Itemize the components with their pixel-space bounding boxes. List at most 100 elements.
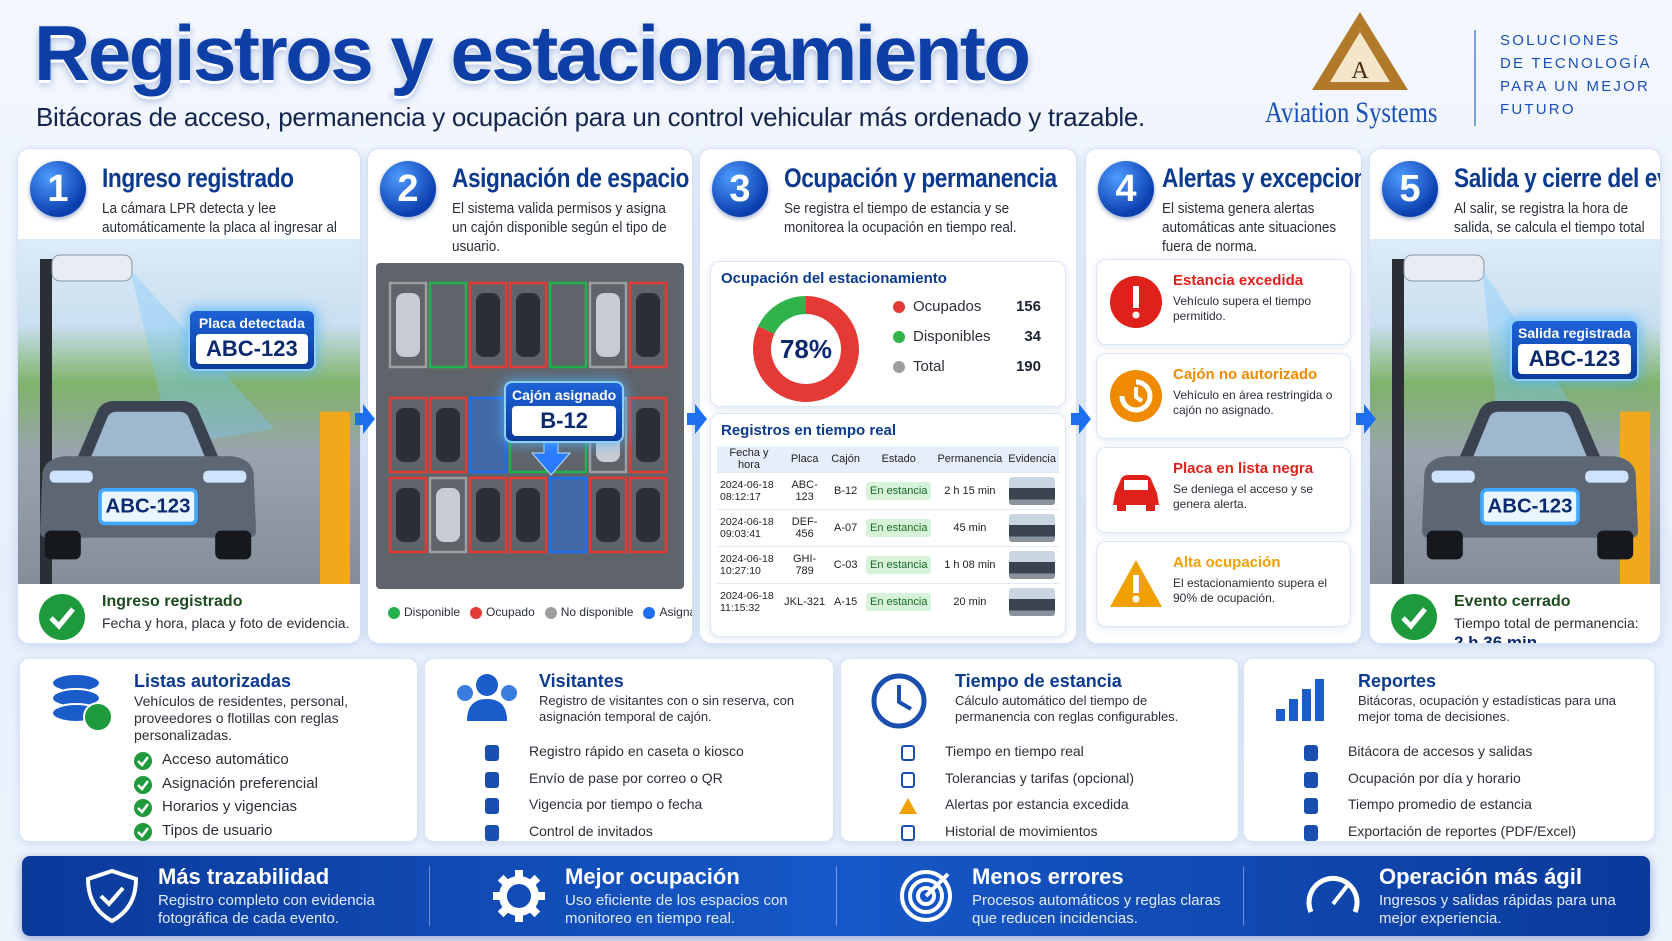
alert-icon [1110,276,1162,328]
step-title-wrap: Ocupación y permanencia [784,163,1076,194]
item-check [137,803,149,814]
parked-car [636,408,660,462]
flow-arrow [687,404,707,434]
legend-dot [893,331,905,343]
feature-item: Tolerancias y tarifas (opcional) [945,769,1135,786]
legend-value: 190 [1015,358,1041,375]
feature-item: Historial de movimientos [945,822,1098,839]
donut-chart: 78% [753,296,859,402]
item-icon [901,745,915,761]
alert-dot [1132,595,1140,603]
item-warning [899,798,917,814]
legend-label: Total [913,358,945,375]
parking-slot [548,476,588,554]
legend-dot [388,607,400,619]
table-cell: En estancia [862,583,935,620]
item-icon [1304,798,1318,814]
step-number: 1 [30,161,86,217]
legend-swatch [544,607,557,619]
step-text-wrap: Se registra el tiempo de estancia y se m… [784,199,1076,237]
feature-item: Tipos de usuario [162,821,273,839]
feature-title: Tiempo de estancia [955,671,1122,691]
status-pill: En estancia [865,482,932,500]
cell-text: JKL-321 [784,596,826,608]
photo-scene: ABC-123 Placa detectada ABC-123 [18,239,360,584]
table-header-cell: Evidencia [1005,446,1059,473]
target-arrow [924,872,950,898]
benefits-bar: Más trazabilidad Registro completo con ev… [22,856,1650,936]
alert-bang [1133,575,1139,593]
feature-item: Bitácora de accesos y salidas [1348,743,1533,759]
parking-slot [428,396,468,474]
cell-text: A-15 [833,596,858,608]
step-number: 2 [380,161,436,217]
cell-text: 2024-06-18 08:12:17 [720,479,774,503]
plate-glow [98,487,198,526]
item-icon [1304,771,1318,788]
step-text-wrap: El sistema valida permisos y asigna un c… [452,199,692,256]
table-cell: A-15 [828,583,863,620]
step-title: Alertas y excepciones [1162,163,1361,193]
parking-slot [388,396,428,474]
car-wheel [1426,530,1463,560]
parking-slot [468,476,508,554]
car-illustration: ABC-123 [40,400,256,560]
parking-slot [428,281,468,369]
cell-text: 20 min [953,596,987,608]
table-cell: DEF-456 [781,509,829,547]
step-title-wrap: Salida y cierre del evento [1454,163,1660,194]
parked-car [436,408,460,462]
legend-dot [893,301,905,313]
feature-box: Reportes Bitácoras, ocupación y estadísti… [1243,658,1655,842]
alert-icon [1110,560,1162,607]
item-glyph [485,824,499,841]
legend-dot [893,361,905,373]
parking-lot: Cajón asignado B-12 [376,263,684,589]
table-cell: ABC-123 [781,472,829,510]
item-icon [485,745,499,761]
tagline-line: DE TECNOLOGÍA [1500,55,1652,72]
feature-icon [871,673,927,729]
table-cell: En estancia [862,472,935,510]
table-header-cell: Cajón [828,446,863,473]
parking-slot [548,281,588,369]
item-icon [485,824,499,841]
step-text-wrap: El sistema genera alertas automáticas an… [1162,199,1361,256]
table-cell: GHI-789 [781,546,829,584]
legend-swatch [643,607,656,619]
step-title: Ocupación y permanencia [784,163,1057,193]
step-number: 3 [712,161,768,217]
check-mark [1401,607,1427,630]
legend-dot [643,607,656,619]
barrier-post [320,411,350,584]
table-cell: 2 h 15 min [934,472,1006,510]
parked-car [396,293,420,357]
table-header-cell: Placa [781,446,829,473]
flow-arrow [1071,404,1091,434]
feature-item: Tiempo en tiempo real [945,743,1084,759]
cell-text: C-03 [833,559,858,571]
cell-text: DEF-456 [791,516,818,540]
legend-label: Ocupado [486,605,535,619]
table-card: Registros en tiempo real Fecha y hora Plac… [710,413,1066,637]
step-number: 4 [1098,161,1154,217]
license-plate: ABC-123 [106,496,191,518]
target-ring [916,886,936,906]
alert-icon [1110,370,1162,422]
bar-icon [1276,709,1285,721]
feature-title: Reportes [1358,671,1437,691]
feature-title: Visitantes [539,671,624,691]
item-icon [901,824,915,841]
donut-segment [758,296,807,335]
badge-label: Salida registrada [1518,325,1631,341]
camera-pole [1392,259,1404,584]
item-icon [134,752,152,770]
car-wheel [1597,530,1634,560]
tagline-line: SOLUCIONES [1500,32,1621,49]
check-icon [1391,594,1437,640]
item-glyph [1304,824,1318,841]
subtitle: Bitácoras de acceso, permanencia y ocupa… [36,102,1145,132]
badge: Salida registrada ABC-123 [1510,319,1639,381]
table-header-cell: Fecha y hora [717,446,781,473]
